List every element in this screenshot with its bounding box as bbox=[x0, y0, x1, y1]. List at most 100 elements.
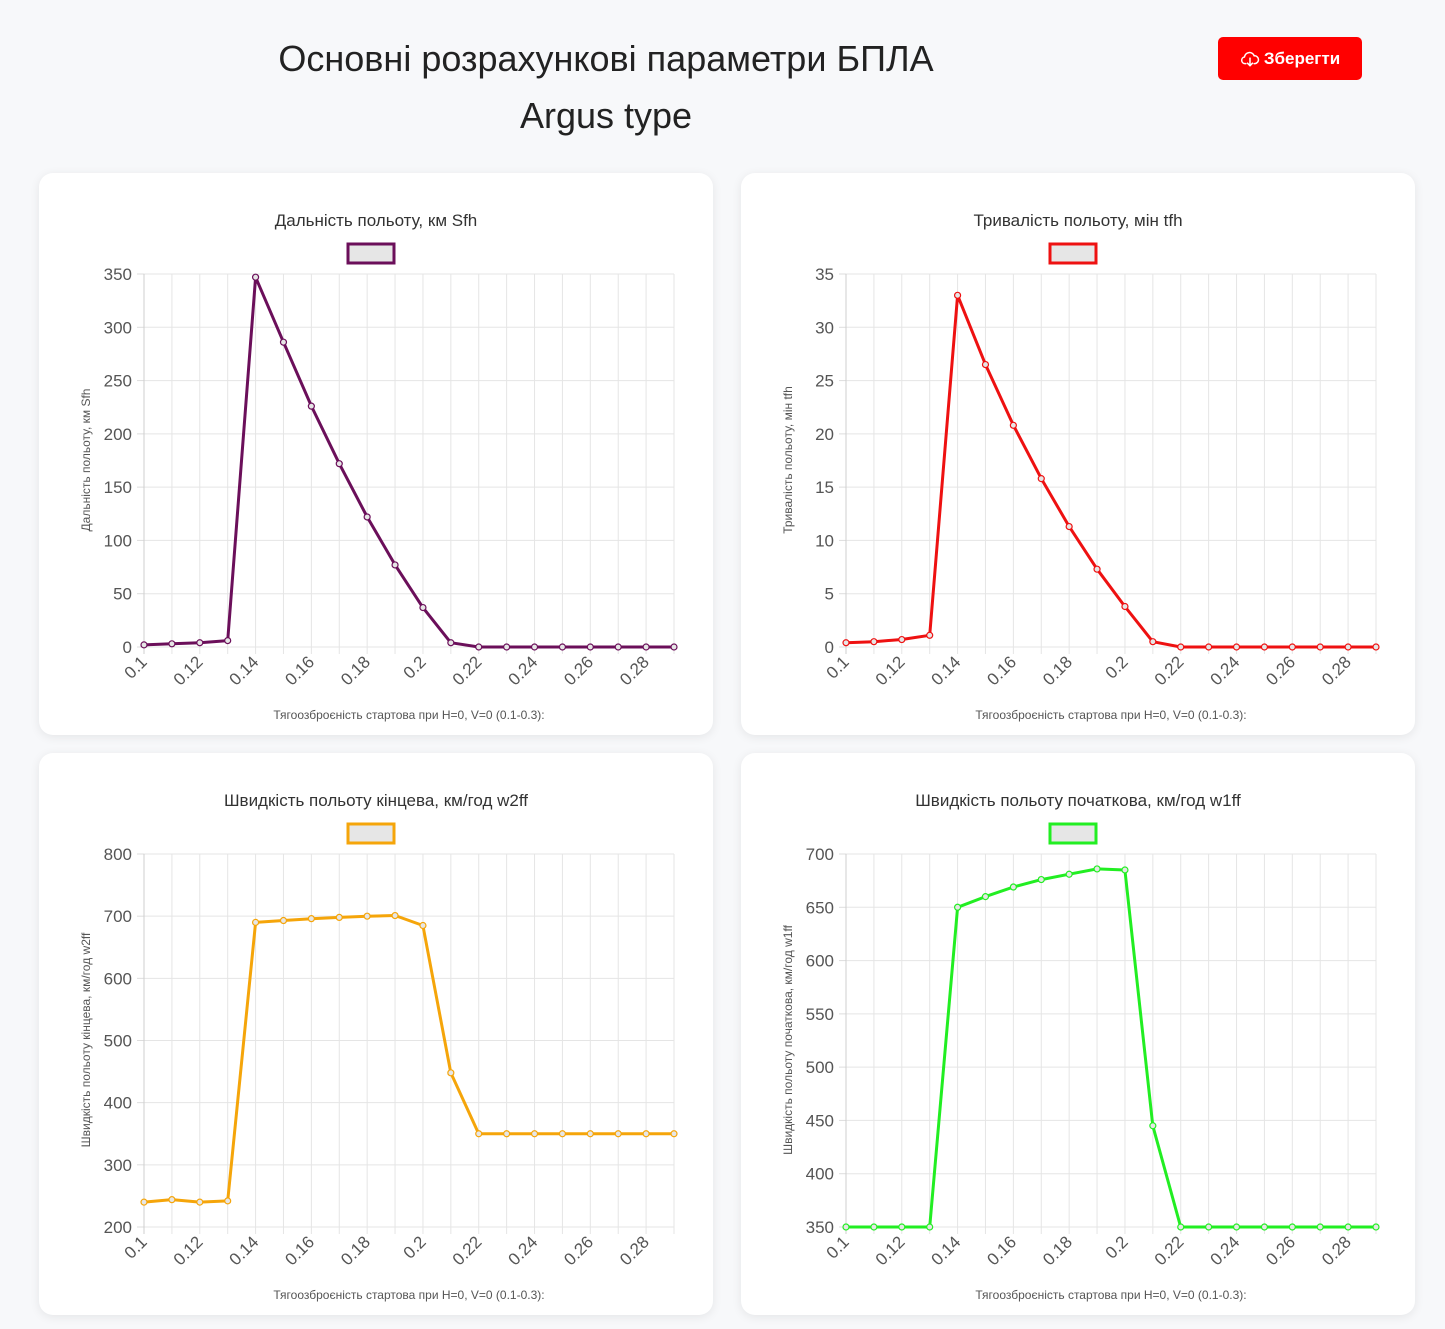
data-point[interactable] bbox=[586, 1130, 594, 1138]
data-point[interactable] bbox=[1288, 643, 1296, 651]
legend-swatch[interactable] bbox=[1048, 242, 1098, 265]
data-point[interactable] bbox=[419, 921, 427, 930]
data-point[interactable] bbox=[1288, 1223, 1296, 1231]
data-point[interactable] bbox=[391, 911, 399, 920]
data-point[interactable] bbox=[279, 916, 288, 925]
data-point[interactable] bbox=[670, 1130, 678, 1138]
data-point[interactable] bbox=[1344, 643, 1352, 651]
data-point[interactable] bbox=[503, 643, 511, 651]
y-axis-label: Дальність польоту, км Sfh bbox=[79, 389, 93, 532]
data-point[interactable] bbox=[307, 402, 315, 410]
data-point[interactable] bbox=[1372, 643, 1380, 651]
data-point[interactable] bbox=[503, 1130, 511, 1138]
data-point[interactable] bbox=[1232, 643, 1241, 651]
data-point[interactable] bbox=[642, 643, 650, 651]
data-point[interactable] bbox=[224, 1197, 232, 1205]
data-point[interactable] bbox=[898, 635, 906, 644]
data-point[interactable] bbox=[1177, 643, 1185, 651]
data-point[interactable] bbox=[926, 631, 934, 639]
legend-swatch[interactable] bbox=[346, 822, 396, 845]
data-point[interactable] bbox=[870, 638, 878, 646]
data-point[interactable] bbox=[642, 1130, 650, 1138]
data-point[interactable] bbox=[981, 360, 990, 369]
data-point[interactable] bbox=[870, 1223, 878, 1231]
data-point[interactable] bbox=[335, 460, 343, 468]
data-point[interactable] bbox=[1121, 602, 1129, 611]
data-point[interactable] bbox=[1260, 643, 1269, 651]
data-point[interactable] bbox=[981, 893, 990, 901]
data-point[interactable] bbox=[1260, 1223, 1269, 1231]
data-point[interactable] bbox=[670, 643, 678, 651]
chart-duration: Тривалість польоту, мін tfh 0 5 10 15 20 25 30 3… bbox=[781, 211, 1380, 722]
save-button-label: Зберегти bbox=[1263, 48, 1341, 68]
data-point[interactable] bbox=[1205, 643, 1213, 651]
data-point[interactable] bbox=[140, 1198, 148, 1206]
data-point[interactable] bbox=[1065, 870, 1073, 878]
data-point[interactable] bbox=[335, 913, 343, 922]
data-point[interactable] bbox=[251, 273, 260, 281]
data-point[interactable] bbox=[224, 637, 232, 645]
data-point[interactable] bbox=[1205, 1223, 1213, 1231]
data-point[interactable] bbox=[953, 291, 962, 299]
data-point[interactable] bbox=[1093, 865, 1101, 873]
data-point[interactable] bbox=[447, 1069, 455, 1077]
data-point[interactable] bbox=[530, 643, 539, 651]
data-point[interactable] bbox=[586, 643, 594, 651]
data-point[interactable] bbox=[614, 1130, 622, 1138]
data-point[interactable] bbox=[1149, 1122, 1157, 1130]
data-point[interactable] bbox=[475, 643, 483, 651]
data-point[interactable] bbox=[307, 915, 315, 923]
data-point[interactable] bbox=[391, 561, 399, 569]
data-point[interactable] bbox=[419, 603, 427, 612]
page-header: Основні розрахункові параметри БПЛА Argu… bbox=[0, 0, 1445, 150]
data-point[interactable] bbox=[168, 1196, 176, 1204]
data-point[interactable] bbox=[1065, 522, 1073, 531]
data-point[interactable] bbox=[1009, 421, 1017, 429]
data-point[interactable] bbox=[279, 338, 288, 346]
data-point[interactable] bbox=[1009, 883, 1017, 891]
data-point[interactable] bbox=[475, 1130, 483, 1138]
data-point[interactable] bbox=[1037, 875, 1045, 884]
data-point[interactable] bbox=[363, 513, 371, 521]
data-point[interactable] bbox=[363, 912, 371, 920]
data-point[interactable] bbox=[168, 640, 176, 648]
data-point[interactable] bbox=[1149, 638, 1157, 646]
data-point[interactable] bbox=[1372, 1223, 1380, 1231]
x-tick-label: 0.28 bbox=[616, 652, 653, 689]
y-tick-label: 500 bbox=[806, 1058, 834, 1077]
x-tick-label: 0.2 bbox=[400, 652, 430, 682]
data-point[interactable] bbox=[530, 1130, 539, 1138]
data-point[interactable] bbox=[196, 639, 204, 647]
data-point[interactable] bbox=[1037, 475, 1045, 483]
data-point[interactable] bbox=[558, 1130, 567, 1138]
data-point[interactable] bbox=[842, 1223, 850, 1231]
data-point[interactable] bbox=[1232, 1223, 1241, 1231]
data-point[interactable] bbox=[1344, 1223, 1352, 1231]
x-tick-label: 0.24 bbox=[1207, 652, 1244, 689]
x-tick-label: 0.16 bbox=[983, 1232, 1020, 1269]
data-point[interactable] bbox=[140, 641, 148, 649]
legend-swatch[interactable] bbox=[1048, 822, 1098, 845]
data-point[interactable] bbox=[251, 918, 260, 926]
legend-swatch[interactable] bbox=[346, 242, 396, 265]
data-point[interactable] bbox=[953, 903, 962, 911]
data-point[interactable] bbox=[842, 639, 850, 647]
data-point[interactable] bbox=[1316, 1223, 1324, 1231]
x-tick-label: 0.28 bbox=[1318, 652, 1355, 689]
y-tick-label: 0 bbox=[123, 638, 132, 657]
data-point[interactable] bbox=[447, 639, 455, 647]
y-tick-label: 700 bbox=[806, 845, 834, 864]
data-point[interactable] bbox=[196, 1198, 204, 1206]
data-point[interactable] bbox=[898, 1223, 906, 1231]
data-point[interactable] bbox=[1121, 866, 1129, 874]
data-point[interactable] bbox=[926, 1223, 934, 1231]
data-point[interactable] bbox=[558, 643, 567, 651]
save-button[interactable]: Зберегти bbox=[1218, 37, 1362, 80]
y-tick-label: 20 bbox=[815, 425, 834, 444]
data-point[interactable] bbox=[1093, 565, 1101, 573]
x-tick-label: 0.28 bbox=[616, 1232, 653, 1269]
data-point[interactable] bbox=[1316, 643, 1324, 651]
data-point[interactable] bbox=[614, 643, 622, 651]
data-point[interactable] bbox=[1177, 1223, 1185, 1231]
x-tick-label: 0.12 bbox=[872, 652, 909, 689]
